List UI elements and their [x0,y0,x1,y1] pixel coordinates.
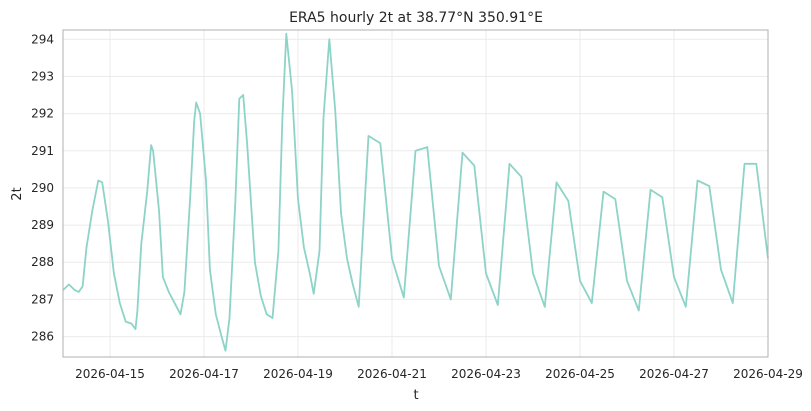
y-tick-label: 294 [31,32,54,46]
y-tick-label: 286 [31,330,54,344]
x-tick-label: 2026-04-15 [75,367,145,381]
x-tick-label: 2026-04-29 [733,367,803,381]
x-tick-label: 2026-04-25 [545,367,615,381]
x-tick-label: 2026-04-17 [169,367,239,381]
x-tick-label: 2026-04-19 [263,367,333,381]
y-tick-label: 288 [31,255,54,269]
y-tick-label: 292 [31,107,54,121]
y-tick-label: 290 [31,181,54,195]
y-tick-label: 293 [31,69,54,83]
x-tick-label: 2026-04-27 [639,367,709,381]
y-tick-label: 289 [31,218,54,232]
series-line [62,32,769,352]
y-axis-label: 2t [10,187,25,200]
x-tick-label: 2026-04-21 [357,367,427,381]
x-axis-ticks: 2026-04-15 2026-04-17 2026-04-19 2026-04-21… [75,367,803,381]
chart-title: ERA5 hourly 2t at 38.77°N 350.91°E [289,10,543,26]
y-tick-label: 291 [31,144,54,158]
x-tick-label: 2026-04-23 [451,367,521,381]
y-tick-label: 287 [31,292,54,306]
y-axis-ticks: 286 287 288 289 290 291 292 293 294 [31,32,54,343]
x-axis-label: t [413,388,418,403]
plot-frame [62,29,769,358]
